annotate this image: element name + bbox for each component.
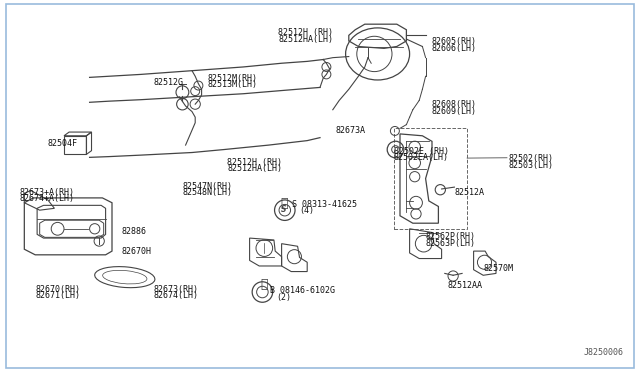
Text: Ⓢ: Ⓢ <box>280 197 288 209</box>
Text: 82670H: 82670H <box>122 247 152 256</box>
Text: 82512H (RH): 82512H (RH) <box>227 158 282 167</box>
Text: 82671(LH): 82671(LH) <box>35 291 80 300</box>
FancyBboxPatch shape <box>6 4 634 368</box>
Text: Ⓑ: Ⓑ <box>260 279 268 291</box>
Text: 82674(LH): 82674(LH) <box>154 291 198 300</box>
Text: 82606(LH): 82606(LH) <box>432 44 477 52</box>
Text: 82513M(LH): 82513M(LH) <box>208 80 258 89</box>
Text: (2): (2) <box>276 293 291 302</box>
Text: (4): (4) <box>300 206 314 215</box>
Text: 82562P(RH): 82562P(RH) <box>426 232 476 241</box>
Text: 82504F: 82504F <box>48 140 78 148</box>
Text: 82886: 82886 <box>122 227 147 236</box>
Text: 82563P(LH): 82563P(LH) <box>426 239 476 248</box>
Text: J8250006: J8250006 <box>584 348 624 357</box>
Text: 82674+A(LH): 82674+A(LH) <box>19 194 74 203</box>
Text: 82512HA(LH): 82512HA(LH) <box>227 164 282 173</box>
Text: 82673(RH): 82673(RH) <box>154 285 198 294</box>
Text: 82512A: 82512A <box>454 188 484 197</box>
Text: 82609(LH): 82609(LH) <box>432 107 477 116</box>
Text: 82512AA: 82512AA <box>448 281 483 290</box>
Text: 82570M: 82570M <box>483 264 513 273</box>
Text: 82673+A(RH): 82673+A(RH) <box>19 188 74 197</box>
Text: B 08146-6102G: B 08146-6102G <box>270 286 335 295</box>
Text: 82548N(LH): 82548N(LH) <box>182 188 232 197</box>
Text: 82605(RH): 82605(RH) <box>432 37 477 46</box>
Text: 82547N(RH): 82547N(RH) <box>182 182 232 191</box>
Text: S 08313-41625: S 08313-41625 <box>292 200 358 209</box>
Text: 82502E (RH): 82502E (RH) <box>394 147 449 156</box>
Text: 82670(RH): 82670(RH) <box>35 285 80 294</box>
Text: 82502(RH): 82502(RH) <box>509 154 554 163</box>
Text: 82512HA(LH): 82512HA(LH) <box>278 35 333 44</box>
Text: 82608(RH): 82608(RH) <box>432 100 477 109</box>
Text: 82512M(RH): 82512M(RH) <box>208 74 258 83</box>
Text: 82503(LH): 82503(LH) <box>509 161 554 170</box>
Text: 82673A: 82673A <box>336 126 366 135</box>
Text: 82512H (RH): 82512H (RH) <box>278 28 333 37</box>
Text: 82502EA(LH): 82502EA(LH) <box>394 153 449 162</box>
Text: 82512G: 82512G <box>154 78 184 87</box>
Text: S: S <box>281 205 286 214</box>
